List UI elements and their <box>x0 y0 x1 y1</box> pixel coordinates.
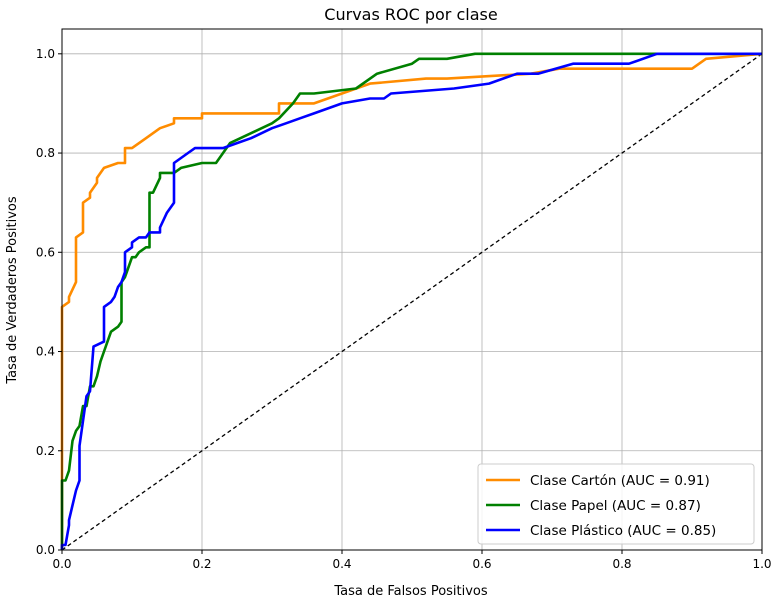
y-tick-label: 0.2 <box>36 444 55 458</box>
y-axis-label: Tasa de Verdaderos Positivos <box>5 196 20 384</box>
legend-label-1: Clase Cartón (AUC = 0.91) <box>530 473 710 489</box>
chart-title: Curvas ROC por clase <box>324 5 497 24</box>
axis-ticks: 0.0 0.2 0.4 0.6 0.8 1.0 0.0 0.2 0.4 0.6 0.8 1.0 <box>36 47 772 571</box>
series-lines <box>60 52 763 550</box>
x-tick-label: 0.6 <box>472 557 491 571</box>
y-tick-label: 0.4 <box>36 345 55 359</box>
plot-frame <box>61 28 763 551</box>
x-tick-label: 0.2 <box>192 557 211 571</box>
x-tick-label: 1.0 <box>752 557 771 571</box>
roc-curve-series-3 <box>60 52 762 550</box>
x-tick-label: 0.4 <box>332 557 351 571</box>
y-tick-label: 0.0 <box>36 543 55 557</box>
legend: Clase Cartón (AUC = 0.91) Clase Papel (AU… <box>477 463 755 545</box>
y-tick-label: 0.6 <box>36 245 55 259</box>
y-tick-label: 0.8 <box>36 146 55 160</box>
diagonal-reference <box>61 53 763 551</box>
x-axis-label: Tasa de Falsos Positivos <box>333 584 488 599</box>
y-tick-label: 1.0 <box>36 47 55 61</box>
legend-label-2: Clase Papel (AUC = 0.87) <box>530 498 701 514</box>
legend-label-3: Clase Plástico (AUC = 0.85) <box>530 523 716 539</box>
x-tick-label: 0.0 <box>52 557 71 571</box>
roc-curve-series-1 <box>60 52 763 550</box>
legend-box <box>477 463 755 545</box>
chance-diagonal-line <box>61 53 763 551</box>
x-tick-label: 0.8 <box>612 557 631 571</box>
